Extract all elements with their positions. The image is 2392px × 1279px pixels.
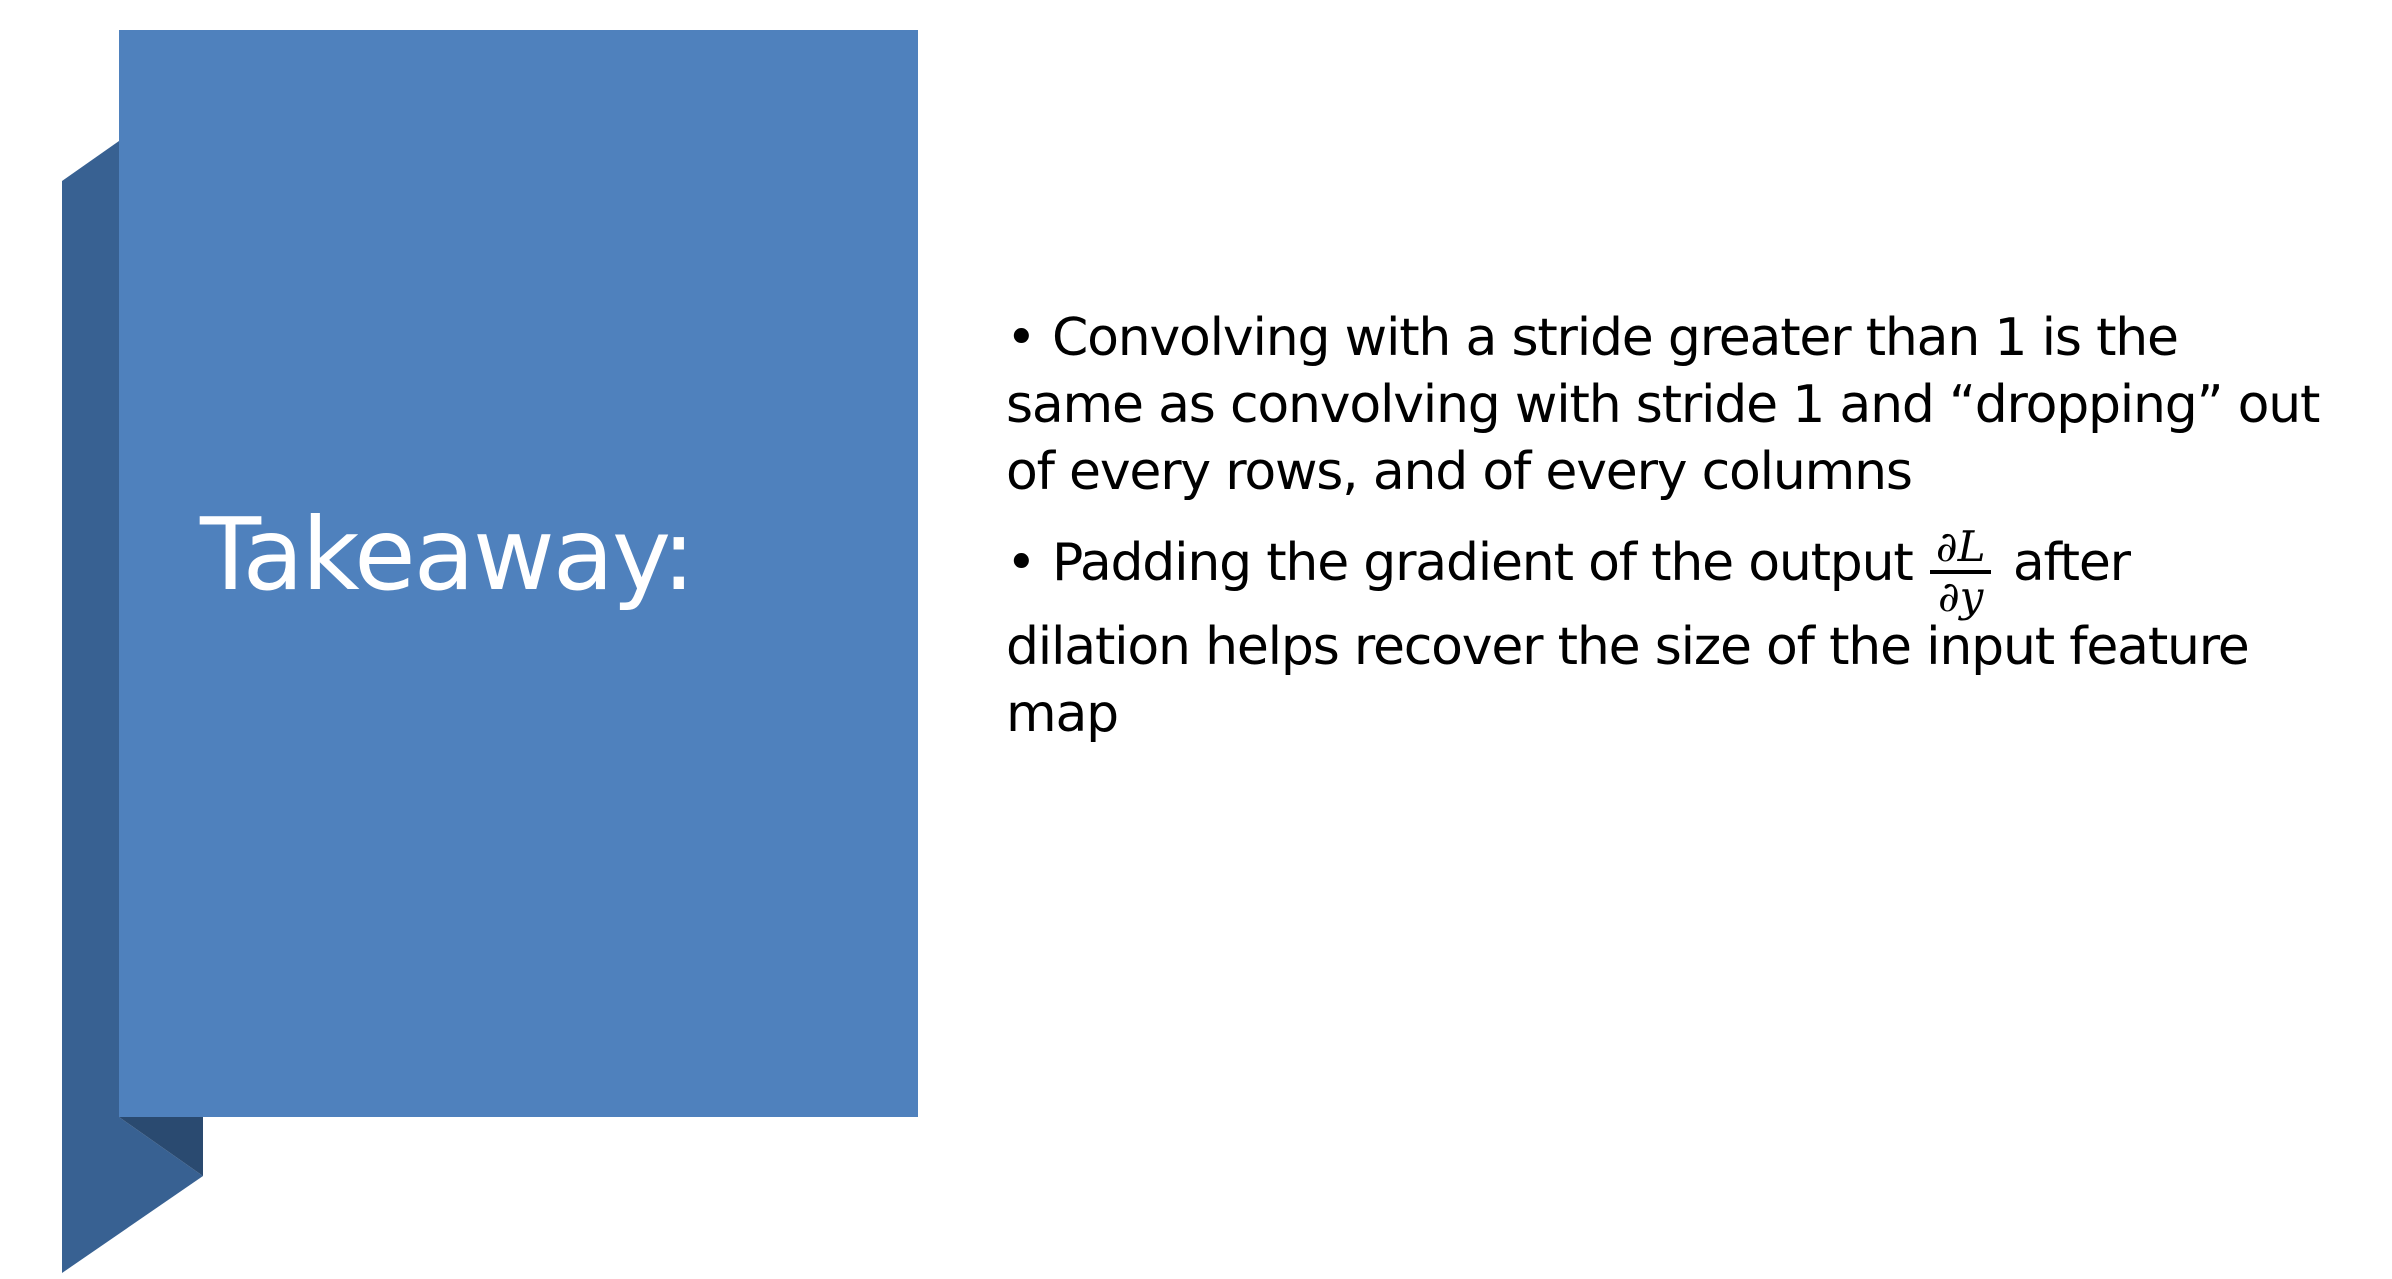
bullet-text: Convolving with a stride greater than 1 … (1006, 308, 2320, 502)
bullet-item: • Convolving with a stride greater than 1… (1006, 305, 2326, 506)
title-panel (119, 30, 918, 1117)
fraction-denominator: ∂y (1937, 572, 1984, 621)
fraction-bar (1929, 570, 1992, 574)
gradient-fraction: ∂L ∂y (1929, 522, 1992, 621)
bullet-text-continuation: after dilation helps recover the size of… (1006, 533, 2250, 744)
fraction-numerator: ∂L (1935, 522, 1986, 571)
slide-title: Takeaway: (200, 496, 696, 613)
ribbon-tail (62, 1117, 203, 1273)
bullet-marker: • (1006, 533, 1037, 593)
ribbon-fold (119, 1117, 203, 1176)
bullet-text: Padding the gradient of the output (1052, 533, 1914, 593)
bullet-marker: • (1006, 308, 1037, 368)
bullet-item: • Padding the gradient of the output ∂L ∂y… (1006, 518, 2326, 748)
bullet-list: • Convolving with a stride greater than 1… (1006, 305, 2326, 748)
ribbon-back-strip (62, 141, 119, 1117)
